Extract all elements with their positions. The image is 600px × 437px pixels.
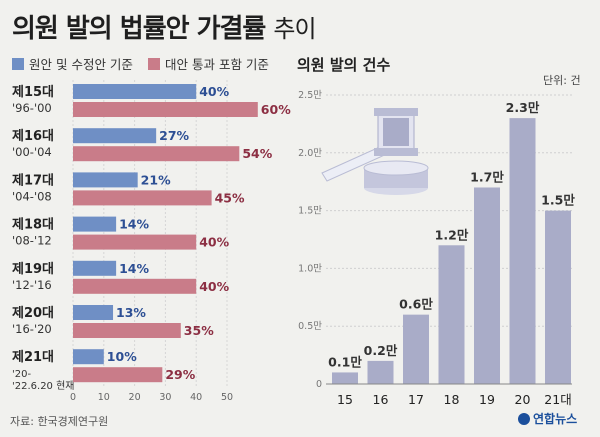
blue-bar: [73, 84, 197, 99]
left-x-tick-label: 50: [221, 392, 233, 403]
pink-bar: [73, 234, 197, 250]
pink-bar-value-label: 40%: [199, 279, 229, 294]
right-y-tick-label: 2.5만: [298, 90, 322, 101]
blue-bar-value-label: 13%: [116, 305, 146, 320]
legend-label-original: 원안 및 수정안 기준: [29, 57, 133, 72]
count-bar: [545, 210, 571, 384]
row-label: 제21대: [12, 350, 54, 365]
legend-swatch-blue: [12, 57, 24, 70]
blue-bar: [73, 128, 157, 144]
pink-bar: [73, 367, 163, 383]
count-bar-value-label: 0.2만: [364, 343, 398, 358]
legend-item-alternative: 대안 통과 포함 기준: [148, 54, 269, 73]
row-period: '12-'16: [12, 278, 52, 292]
gavel-head-icon: [383, 118, 409, 146]
title-bold: 의원 발의 법률안 가결률: [12, 14, 266, 44]
right-y-tick-label: 0.5만: [298, 321, 322, 332]
count-bar-value-label: 1.7만: [470, 169, 504, 184]
row-label: 제18대: [12, 218, 54, 233]
left-x-tick-label: 40: [190, 392, 202, 403]
left-x-tick-label: 30: [159, 392, 171, 403]
count-bar-value-label: 1.2만: [435, 227, 469, 242]
blue-bar-value-label: 40%: [199, 84, 229, 99]
count-bar-value-label: 1.5만: [541, 193, 575, 208]
blue-bar-value-label: 27%: [159, 128, 189, 143]
right-x-tick-label: 17: [408, 392, 424, 407]
row-period: '00-'04: [12, 145, 52, 159]
row-period: '04-'08: [12, 189, 52, 203]
right-x-tick-label: 19: [479, 392, 495, 407]
blue-bar-value-label: 14%: [119, 217, 149, 232]
count-bar: [474, 187, 500, 384]
count-bar-value-label: 0.6만: [399, 297, 433, 312]
blue-bar-value-label: 14%: [119, 261, 149, 276]
right-x-tick-label: 16: [373, 392, 389, 407]
pink-bar-value-label: 29%: [165, 367, 195, 382]
unit-label: 단위: 건: [543, 74, 581, 87]
pink-bar-value-label: 40%: [199, 235, 229, 250]
row-label: 제19대: [12, 262, 54, 277]
blue-bar: [73, 305, 114, 320]
count-bar-value-label: 2.3만: [506, 100, 540, 115]
legend-swatch-pink: [148, 57, 160, 70]
gavel-base-icon: [363, 160, 429, 176]
blue-bar: [73, 260, 117, 276]
row-period: '16-'20: [12, 322, 52, 336]
row-period: '08-'12: [12, 234, 52, 248]
right-y-tick-label: 0: [316, 379, 322, 390]
pink-bar-value-label: 35%: [184, 323, 214, 338]
source-text: 자료: 한국경제연구원: [10, 415, 109, 428]
row-label: 제15대: [12, 85, 54, 100]
right-y-tick-label: 1.5만: [298, 206, 322, 217]
count-bar-value-label: 0.1만: [328, 354, 362, 369]
pink-bar-value-label: 60%: [261, 102, 291, 117]
count-bar: [509, 118, 536, 385]
yonhap-logo-icon: [518, 412, 530, 425]
pink-bar: [73, 146, 240, 162]
right-x-tick-label: 15: [337, 392, 353, 407]
gavel-head-icon: [374, 148, 418, 156]
legend-label-alternative: 대안 통과 포함 기준: [165, 57, 269, 72]
credit-text: 연합뉴스: [533, 412, 578, 426]
count-bar: [367, 360, 394, 384]
legend-item-original: 원안 및 수정안 기준: [12, 54, 133, 73]
blue-bar: [73, 349, 104, 365]
gavel-head-icon: [374, 108, 418, 116]
left-x-tick-label: 0: [70, 392, 76, 403]
blue-bar-value-label: 21%: [141, 172, 171, 187]
right-y-tick-label: 1.0만: [298, 263, 322, 274]
pink-bar: [73, 278, 197, 294]
title-light: 추이: [273, 15, 316, 43]
credit-logo: 연합뉴스: [518, 410, 577, 427]
blue-bar: [73, 216, 117, 232]
count-bar: [332, 372, 358, 384]
right-x-tick-label: 20: [515, 392, 531, 407]
page-title: 의원 발의 법률안 가결률 추이: [12, 8, 317, 45]
pink-bar-value-label: 45%: [215, 190, 245, 205]
right-x-tick-label: 18: [444, 392, 460, 407]
count-bar: [403, 314, 429, 384]
left-x-tick-label: 20: [129, 392, 141, 403]
row-period: '20-: [12, 369, 31, 380]
pink-bar: [73, 323, 181, 338]
pink-bar: [73, 102, 258, 117]
right-x-tick-label: 21대: [544, 392, 571, 407]
blue-bar-value-label: 10%: [107, 349, 137, 364]
row-label: 제20대: [12, 306, 54, 321]
right-chart-title: 의원 발의 건수: [297, 56, 391, 74]
row-period: '96-'00: [12, 101, 52, 115]
right-y-tick-label: 2.0만: [298, 148, 322, 159]
pink-bar: [73, 190, 212, 206]
row-label: 제17대: [12, 173, 54, 188]
row-label: 제16대: [12, 129, 54, 144]
count-bar: [438, 245, 465, 384]
pink-bar-value-label: 54%: [242, 146, 272, 161]
blue-bar: [73, 172, 138, 188]
row-period: '22.6.20 현재: [12, 380, 75, 392]
left-x-tick-label: 10: [98, 392, 110, 403]
